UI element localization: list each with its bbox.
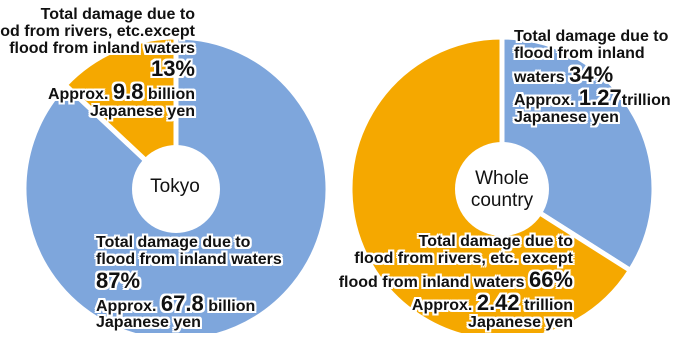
tokyo-rivers-amount: 9.8 (112, 79, 144, 105)
country-inland-name-line-1: Total damage due to (514, 28, 669, 45)
tokyo-rivers-amount-line: Approx. 9.8 billion (0, 80, 195, 104)
tokyo-center-label: Tokyo (138, 176, 212, 198)
tokyo-inland-name-line-2: flood from inland waters (96, 250, 282, 268)
country-rivers-approx: Approx. (411, 297, 473, 315)
country-inland-label: Total damage due to flood from inland wa… (514, 28, 671, 127)
country-rivers-percent: 66% (528, 266, 573, 292)
country-center-label: Whole country (456, 168, 548, 212)
country-donut-hole (455, 142, 549, 236)
tokyo-inland-approx: Approx. (96, 297, 157, 315)
tokyo-rivers-name-line-2: flood from rivers, etc.except (0, 22, 195, 40)
country-rivers-amount: 2.42 (476, 290, 520, 316)
country-inland-name-line-2: flood from inland (514, 44, 645, 62)
country-inland-percent: 34% (569, 61, 614, 87)
tokyo-center-text: Tokyo (150, 176, 200, 197)
tokyo-inland-unit-line2: Japanese yen (96, 314, 201, 332)
country-rivers-label: Total damage due to flood from rivers, e… (339, 233, 573, 332)
country-inland-amount: 1.27 (578, 85, 622, 111)
country-center-line-1: Whole (475, 168, 529, 189)
tokyo-rivers-unit: billion (147, 86, 195, 104)
tokyo-inland-amount-line: Approx. 67.8 billion (96, 292, 282, 316)
country-rivers-amount-line: Approx. 2.42 trillion (339, 291, 573, 315)
tokyo-rivers-unit-line2: Japanese yen (90, 103, 195, 121)
tokyo-rivers-label: Total damage due to flood from rivers, e… (0, 6, 195, 121)
tokyo-rivers-approx: Approx. (47, 86, 109, 104)
country-inland-name-line-3: waters (514, 68, 565, 86)
tokyo-inland-amount: 67.8 (160, 290, 204, 316)
tokyo-inland-name-line-1: Total damage due to (96, 234, 251, 251)
country-rivers-unit: trillion (524, 297, 573, 315)
tokyo-slice-0 (21, 34, 331, 338)
tokyo-inland-label: Total damage due to flood from inland wa… (96, 234, 282, 332)
country-rivers-name-line-1: Total damage due to (418, 233, 573, 250)
country-inland-amount-line: Approx. 1.27trillion (514, 86, 671, 110)
country-rivers-name-line-3: flood from inland waters (338, 273, 525, 291)
tokyo-rivers-name-line-1: Total damage due to (40, 6, 195, 23)
country-center-line-2: country (470, 189, 534, 211)
tokyo-inland-unit: billion (208, 297, 256, 315)
country-rivers-name-line-3-row: flood from inland waters 66% (339, 268, 573, 292)
tokyo-rivers-percent: 13% (150, 56, 195, 82)
country-inland-unit: trillion (621, 92, 671, 110)
country-inland-approx: Approx. (514, 92, 575, 110)
country-inland-name-line-3-row: waters 34% (514, 63, 671, 87)
tokyo-slice-1 (62, 34, 179, 192)
tokyo-donut-hole (132, 145, 220, 233)
tokyo-rivers-name-line-3: flood from inland waters (9, 39, 195, 57)
country-inland-unit-line2: Japanese yen (514, 109, 619, 127)
country-rivers-name-line-2: flood from rivers, etc. except (354, 249, 573, 267)
tokyo-inland-percent: 87% (96, 267, 141, 293)
country-rivers-unit-line2: Japanese yen (468, 314, 573, 332)
